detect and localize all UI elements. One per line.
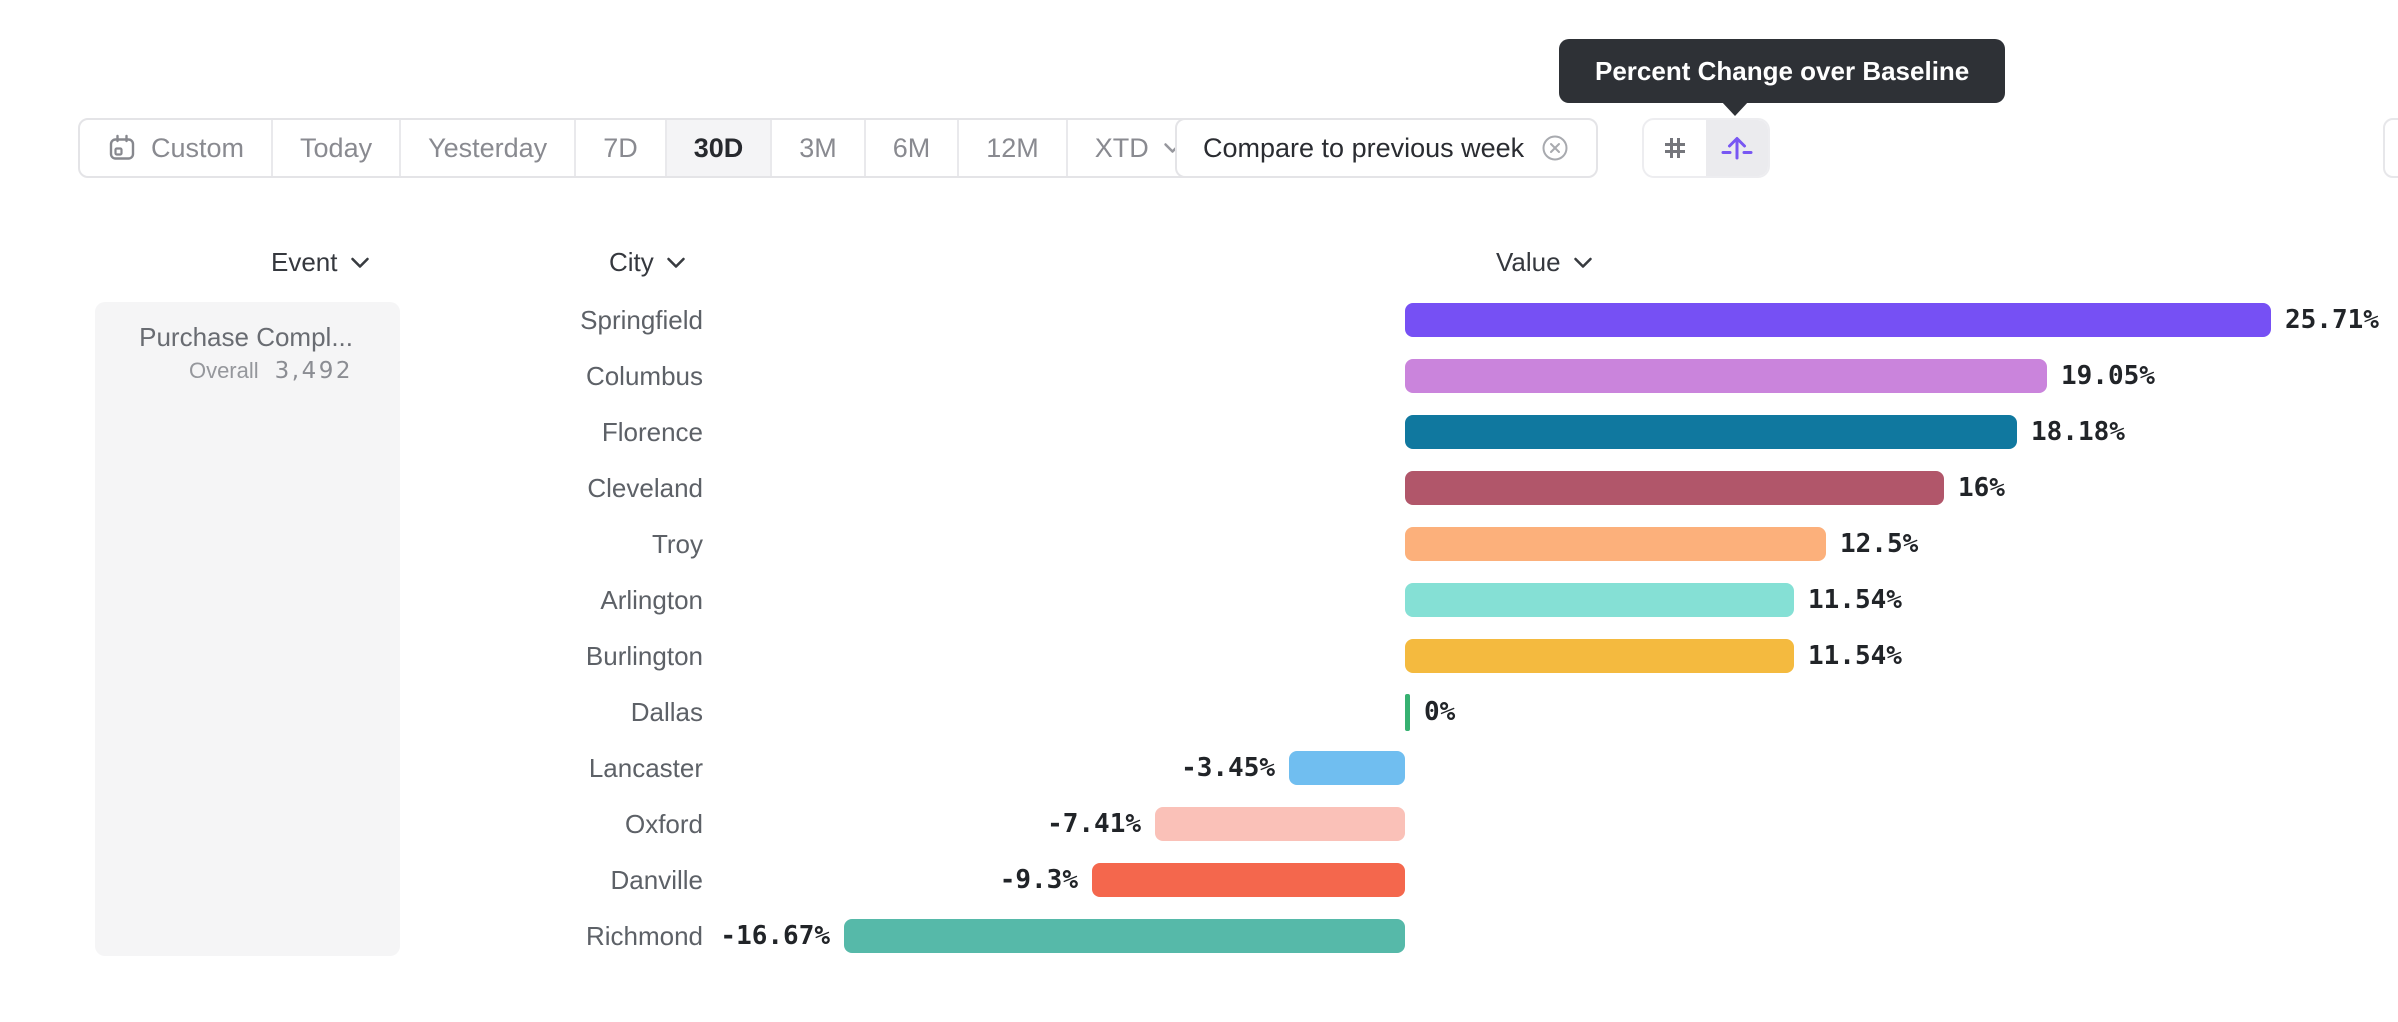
date-range-label: Today [300,132,373,163]
city-label: Burlington [585,641,703,671]
date-range-12m[interactable]: 12M [959,120,1068,176]
value-label: 11.54% [1808,585,1902,615]
value-bar[interactable] [1405,694,1410,731]
bar-row: Richmond -16.67% [0,908,2398,964]
date-range-label: 30D [693,132,744,163]
city-label: Dallas [630,697,703,727]
grid-icon [1660,133,1690,163]
date-range-group: Custom Today Yesterday 7D 30D 3M 6M 12M XTD [78,118,1211,178]
bar-row: Florence 18.18% [0,404,2398,460]
date-range-label: Custom [151,132,245,163]
value-bar[interactable] [844,919,1405,953]
value-label: 16% [1958,473,2005,503]
city-label: Oxford [624,809,703,839]
tooltip-arrow [1721,101,1749,116]
value-bar[interactable] [1405,415,2017,449]
value-label: 19.05% [2061,361,2155,391]
value-bar[interactable] [1405,583,1794,617]
value-label: -9.3% [999,865,1078,895]
event-header-label: Event [271,247,338,277]
clipped-button[interactable] [2383,118,2398,178]
tooltip-text: Percent Change over Baseline [1595,55,1970,86]
tooltip-percent-change: Percent Change over Baseline [1559,39,2006,103]
chevron-down-icon [350,256,370,269]
value-bar[interactable] [1092,863,1405,897]
value-label: 18.18% [2031,417,2125,447]
city-label: Cleveland [587,473,703,503]
chart-view-toggle [1642,118,1770,178]
baseline-view-button[interactable] [1706,120,1768,176]
value-label: -7.41% [1047,809,1141,839]
metric-value: 3,492 [274,358,353,384]
city-label: Richmond [585,921,703,951]
date-range-3m[interactable]: 3M [772,120,866,176]
city-label: Springfield [580,305,703,335]
value-label: -16.67% [720,921,830,951]
value-label: 12.5% [1840,529,1919,559]
value-bar[interactable] [1405,471,1944,505]
value-bar[interactable] [1405,639,1794,673]
event-panel[interactable]: Purchase Compl... Overall 3,492 [95,302,400,956]
date-range-label: Yesterday [428,132,548,163]
chevron-down-icon [666,256,686,269]
bar-row: Springfield 25.71% [0,292,2398,348]
city-label: Troy [651,529,703,559]
bar-row: Arlington 11.54% [0,572,2398,628]
chevron-down-icon [1573,256,1593,269]
value-header-label: Value [1496,247,1561,277]
compare-to-previous-week-button[interactable]: Compare to previous week [1175,118,1599,178]
value-label: -3.45% [1181,753,1275,783]
date-range-label: 12M [986,132,1039,163]
value-label: 11.54% [1808,641,1902,671]
date-range-label: 3M [799,132,837,163]
event-name: Purchase Compl... [139,322,353,352]
column-header-event[interactable]: Event [271,247,370,278]
city-label: Lancaster [588,753,703,783]
bar-chart: Springfield 25.71% Columbus 19.05% Florence 1… [0,292,2398,972]
date-range-30d[interactable]: 30D [666,120,773,176]
date-range-7d[interactable]: 7D [576,120,667,176]
value-label: 0% [1424,697,1456,727]
metric-label: Overall [188,358,259,383]
value-bar[interactable] [1405,527,1826,561]
bar-row: Lancaster -3.45% [0,740,2398,796]
bar-row: Burlington 11.54% [0,628,2398,684]
bar-row: Troy 12.5% [0,516,2398,572]
baseline-arrow-icon [1720,131,1754,165]
compare-label: Compare to previous week [1203,132,1525,163]
date-range-custom[interactable]: Custom [80,120,274,176]
city-label: Florence [601,417,703,447]
city-label: Columbus [585,361,703,391]
close-circle-icon[interactable] [1540,133,1570,163]
bar-row: Dallas 0% [0,684,2398,740]
value-bar[interactable] [1155,807,1405,841]
city-label: Arlington [600,585,703,615]
bar-row: Cleveland 16% [0,460,2398,516]
date-range-label: 6M [892,132,931,163]
city-header-label: City [609,247,654,277]
date-range-label: XTD [1094,132,1149,163]
value-label: 25.71% [2285,305,2379,335]
value-bar[interactable] [1405,359,2047,393]
value-bar[interactable] [1405,303,2271,337]
date-range-xtd[interactable]: XTD [1068,120,1209,176]
bar-row: Columbus 19.05% [0,348,2398,404]
calendar-icon [107,133,137,163]
city-label: Danville [610,865,704,895]
column-header-value[interactable]: Value [1496,247,1593,278]
value-bar[interactable] [1289,751,1405,785]
bar-row: Danville -9.3% [0,852,2398,908]
date-range-label: 7D [603,132,638,163]
date-range-today[interactable]: Today [273,120,402,176]
event-metric: Overall 3,492 [95,358,353,384]
grid-view-button[interactable] [1644,120,1706,176]
date-range-yesterday[interactable]: Yesterday [401,120,577,176]
date-range-6m[interactable]: 6M [866,120,960,176]
bar-row: Oxford -7.41% [0,796,2398,852]
column-header-city[interactable]: City [609,247,686,278]
